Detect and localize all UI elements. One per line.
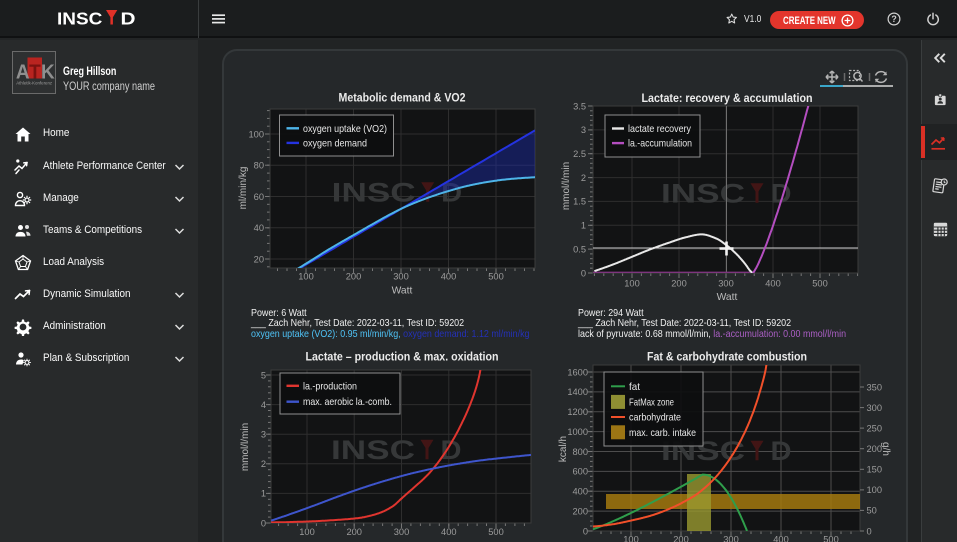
svg-text:100: 100 <box>623 535 639 542</box>
svg-text:200: 200 <box>673 535 689 542</box>
svg-text:300: 300 <box>394 527 410 537</box>
svg-text:INSC: INSC <box>332 178 416 208</box>
svg-text:400: 400 <box>441 272 457 282</box>
svg-text:400: 400 <box>773 535 789 542</box>
svg-text:0: 0 <box>867 526 872 536</box>
svg-text:lactate recovery: lactate recovery <box>628 123 692 135</box>
svg-text:4: 4 <box>261 400 266 410</box>
svg-text:400: 400 <box>765 278 781 288</box>
svg-text:100: 100 <box>298 272 314 282</box>
svg-text:400: 400 <box>572 487 588 497</box>
svg-text:INSC: INSC <box>57 8 103 28</box>
svg-text:Metabolic demand & VO2: Metabolic demand & VO2 <box>339 91 466 105</box>
svg-text:?: ? <box>891 14 896 24</box>
svg-text:A: A <box>15 61 29 84</box>
svg-text:0: 0 <box>583 526 588 536</box>
svg-text:200: 200 <box>346 272 362 282</box>
svg-text:0.5: 0.5 <box>573 244 586 254</box>
svg-text:3.5: 3.5 <box>573 101 586 111</box>
svg-text:200: 200 <box>346 527 362 537</box>
svg-text:80: 80 <box>254 161 264 171</box>
svg-text:100: 100 <box>248 129 264 139</box>
svg-text:40: 40 <box>254 223 264 233</box>
svg-text:300: 300 <box>718 278 734 288</box>
svg-text:500: 500 <box>812 278 828 288</box>
svg-text:100: 100 <box>867 485 883 495</box>
svg-text:100: 100 <box>624 278 640 288</box>
svg-text:2: 2 <box>261 459 266 469</box>
svg-text:1600: 1600 <box>567 367 588 377</box>
svg-text:1.5: 1.5 <box>573 197 586 207</box>
svg-text:800: 800 <box>572 447 588 457</box>
svg-text:Watt: Watt <box>392 286 413 297</box>
svg-text:1: 1 <box>581 221 586 231</box>
svg-text:2: 2 <box>581 173 586 183</box>
svg-text:g/h: g/h <box>880 442 891 456</box>
svg-text:50: 50 <box>867 506 877 516</box>
svg-text:60: 60 <box>254 192 264 202</box>
svg-text:la.-production: la.-production <box>303 380 357 392</box>
svg-text:Lactate – production & max. ox: Lactate – production & max. oxidation <box>306 349 499 363</box>
svg-text:600: 600 <box>572 467 588 477</box>
svg-text:250: 250 <box>867 423 883 433</box>
svg-text:200: 200 <box>671 278 687 288</box>
svg-text:1: 1 <box>261 489 266 499</box>
svg-text:D: D <box>441 178 462 208</box>
svg-text:ml/min/kg: ml/min/kg <box>238 167 249 210</box>
svg-text:2.5: 2.5 <box>573 149 586 159</box>
svg-text:0: 0 <box>261 518 266 528</box>
svg-text:500: 500 <box>488 527 504 537</box>
svg-text:oxygen uptake (VO2): oxygen uptake (VO2) <box>303 123 387 135</box>
svg-text:fat: fat <box>629 381 640 393</box>
svg-text:Watt: Watt <box>717 292 738 303</box>
svg-text:Fat & carbohydrate combustion: Fat & carbohydrate combustion <box>647 349 807 363</box>
svg-text:D: D <box>441 435 462 465</box>
svg-text:mmol/l/min: mmol/l/min <box>240 423 251 471</box>
svg-text:Athletik-Konferenz: Athletik-Konferenz <box>16 81 52 86</box>
svg-text:300: 300 <box>723 535 739 542</box>
svg-text:K: K <box>41 61 55 84</box>
svg-text:3: 3 <box>261 430 266 440</box>
svg-text:INSC: INSC <box>331 435 415 465</box>
svg-text:200: 200 <box>867 444 883 454</box>
svg-text:20: 20 <box>254 254 264 264</box>
svg-text:INSC: INSC <box>661 179 745 209</box>
svg-text:0: 0 <box>581 268 586 278</box>
svg-text:oxygen demand: oxygen demand <box>303 137 367 149</box>
svg-text:3: 3 <box>581 125 586 135</box>
svg-text:500: 500 <box>823 535 839 542</box>
svg-text:Lactate: recovery & accumulati: Lactate: recovery & accumulation <box>642 91 813 105</box>
svg-text:400: 400 <box>441 527 457 537</box>
svg-text:carbohydrate: carbohydrate <box>629 412 681 424</box>
svg-text:1200: 1200 <box>567 407 588 417</box>
svg-text:150: 150 <box>867 465 883 475</box>
svg-text:T: T <box>29 61 41 84</box>
svg-text:500: 500 <box>488 272 504 282</box>
svg-text:200: 200 <box>572 506 588 516</box>
svg-text:FatMax zone: FatMax zone <box>629 396 674 408</box>
svg-text:la.-accumulation: la.-accumulation <box>628 138 692 150</box>
svg-text:D: D <box>771 436 792 466</box>
svg-text:350: 350 <box>867 382 883 392</box>
svg-text:300: 300 <box>393 272 409 282</box>
svg-text:kcal/h: kcal/h <box>558 436 569 462</box>
svg-text:1400: 1400 <box>567 387 588 397</box>
svg-text:mmol/l/min: mmol/l/min <box>561 162 572 210</box>
svg-text:max. carb. intake: max. carb. intake <box>629 427 696 439</box>
svg-text:300: 300 <box>867 403 883 413</box>
svg-text:D: D <box>121 8 136 28</box>
svg-text:1000: 1000 <box>567 427 588 437</box>
svg-text:100: 100 <box>299 527 315 537</box>
svg-text:5: 5 <box>261 370 266 380</box>
svg-text:max. aerobic la.-comb.: max. aerobic la.-comb. <box>303 396 392 408</box>
